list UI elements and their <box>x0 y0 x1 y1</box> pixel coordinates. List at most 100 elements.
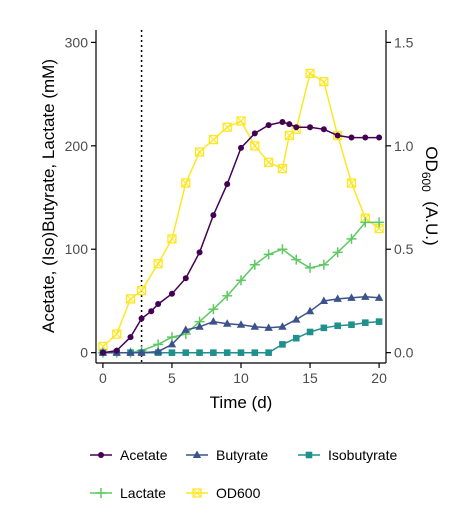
legend-item-acetate: Acetate <box>90 447 168 463</box>
series-od600-point <box>112 329 122 339</box>
y2-tick-label: 1.0 <box>394 138 414 154</box>
marker-circle <box>334 132 341 139</box>
legend-item-butyrate: Butyrate <box>186 447 268 463</box>
marker-square-x-diag2 <box>222 122 232 132</box>
series-butyrate-point <box>126 348 135 356</box>
marker-square-x-diag2 <box>98 342 108 351</box>
series-od600-point <box>125 294 136 304</box>
series-od600-point <box>277 163 288 174</box>
series-lactate-point <box>305 262 316 273</box>
legend-label: Isobutyrate <box>328 447 397 463</box>
series-butyrate-point <box>333 294 342 302</box>
legend-key-marker <box>192 450 202 458</box>
legend-label: OD600 <box>216 485 261 501</box>
marker-square <box>279 341 286 348</box>
series-acetate-point <box>127 334 134 341</box>
legend-item-lactate: Lactate <box>90 485 166 501</box>
series-isobutyrate-point <box>306 328 314 336</box>
marker-square <box>265 349 272 356</box>
series-butyrate-point <box>374 293 384 301</box>
marker-square <box>361 319 369 326</box>
marker-triangle <box>181 325 190 333</box>
left-axis: 0 100 200 300 <box>65 30 97 363</box>
legend-key-marker <box>305 451 313 459</box>
marker-triangle <box>236 320 246 328</box>
marker-square-x-box <box>277 163 288 174</box>
legend-label: Acetate <box>120 447 168 463</box>
marker-square-x-diag2 <box>319 77 329 87</box>
marker-triangle <box>126 348 135 356</box>
series-layer <box>97 68 385 358</box>
series-acetate-point <box>293 124 300 131</box>
marker-square <box>237 349 245 356</box>
marker-circle <box>279 119 286 126</box>
marker-square-x-diag2 <box>137 286 146 295</box>
marker-circle <box>138 315 145 322</box>
series-butyrate-point <box>167 339 177 348</box>
series-od600-point <box>153 259 163 269</box>
series-lactate-point <box>263 249 274 260</box>
marker-square-x-box <box>153 259 163 269</box>
series-acetate-point <box>251 130 258 137</box>
legend-key-marker <box>98 452 104 458</box>
series-isobutyrate-point <box>237 349 245 356</box>
series-isobutyrate-point <box>223 349 231 356</box>
series-butyrate <box>98 292 384 356</box>
marker-square-x-diag2 <box>167 234 177 244</box>
marker-square <box>210 349 217 356</box>
series-butyrate-point <box>153 347 163 355</box>
series-acetate-point <box>148 308 155 315</box>
series-isobutyrate-point <box>292 334 300 342</box>
series-butyrate-point <box>236 320 246 328</box>
series-lactate-point <box>332 247 343 258</box>
series-butyrate-point <box>319 296 329 304</box>
series-od600-point <box>181 178 191 188</box>
marker-square-x-diag2 <box>264 157 274 167</box>
series-lactate-point <box>236 275 246 286</box>
series-lactate-point <box>277 244 288 255</box>
legend-label: Lactate <box>120 485 166 501</box>
series-acetate-point <box>210 212 217 219</box>
marker-circle <box>251 130 258 137</box>
marker-triangle <box>192 450 202 458</box>
marker-circle <box>113 347 120 354</box>
marker-circle <box>210 212 217 219</box>
legend-key-marker <box>192 488 202 498</box>
marker-square-x-box <box>236 116 246 126</box>
marker-square <box>306 328 314 336</box>
series-od600 <box>98 68 384 352</box>
marker-circle <box>265 122 272 129</box>
legend-item-od600: OD600 <box>186 485 261 501</box>
series-acetate-point <box>320 126 327 133</box>
series-od600-point <box>319 77 329 87</box>
series-acetate-point <box>348 134 355 141</box>
series-butyrate-point <box>361 292 370 300</box>
series-butyrate-point <box>292 315 301 323</box>
series-od600-point <box>236 116 246 126</box>
marker-circle <box>98 452 104 458</box>
marker-square-x-diag2 <box>112 329 122 339</box>
series-acetate-point <box>182 275 189 282</box>
y-tick-label: 200 <box>65 138 89 154</box>
series-lactate-point <box>374 217 385 228</box>
marker-square-x-diag2 <box>236 116 246 126</box>
y-axis-title: Acetate, (Iso)Butyrate, Lactate (mM) <box>39 59 58 333</box>
marker-square <box>251 349 259 356</box>
y-tick-label: 300 <box>65 34 89 50</box>
marker-square-x-box <box>305 68 315 79</box>
marker-square-x-box <box>112 329 122 339</box>
marker-triangle <box>305 306 315 315</box>
series-lactate-point <box>222 290 233 301</box>
series-acetate <box>99 119 383 356</box>
series-acetate-point <box>334 132 341 139</box>
y2-tick-label: 0.5 <box>394 241 414 257</box>
series-acetate-point <box>265 122 272 129</box>
marker-square-x-box <box>250 141 260 151</box>
marker-square-x-diag2 <box>192 488 202 498</box>
series-isobutyrate-point <box>265 349 272 356</box>
marker-square-x-box <box>222 122 232 132</box>
y-tick-label: 100 <box>65 241 89 257</box>
marker-square-x-diag2 <box>126 294 135 304</box>
marker-square <box>223 349 231 356</box>
marker-square-x-box <box>208 134 219 145</box>
